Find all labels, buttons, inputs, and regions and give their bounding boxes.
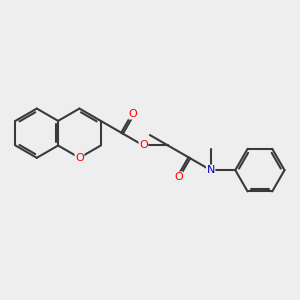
Text: O: O [174, 172, 183, 182]
Text: O: O [129, 109, 137, 119]
Text: O: O [75, 153, 84, 163]
Text: O: O [139, 140, 148, 151]
Text: N: N [206, 165, 215, 175]
